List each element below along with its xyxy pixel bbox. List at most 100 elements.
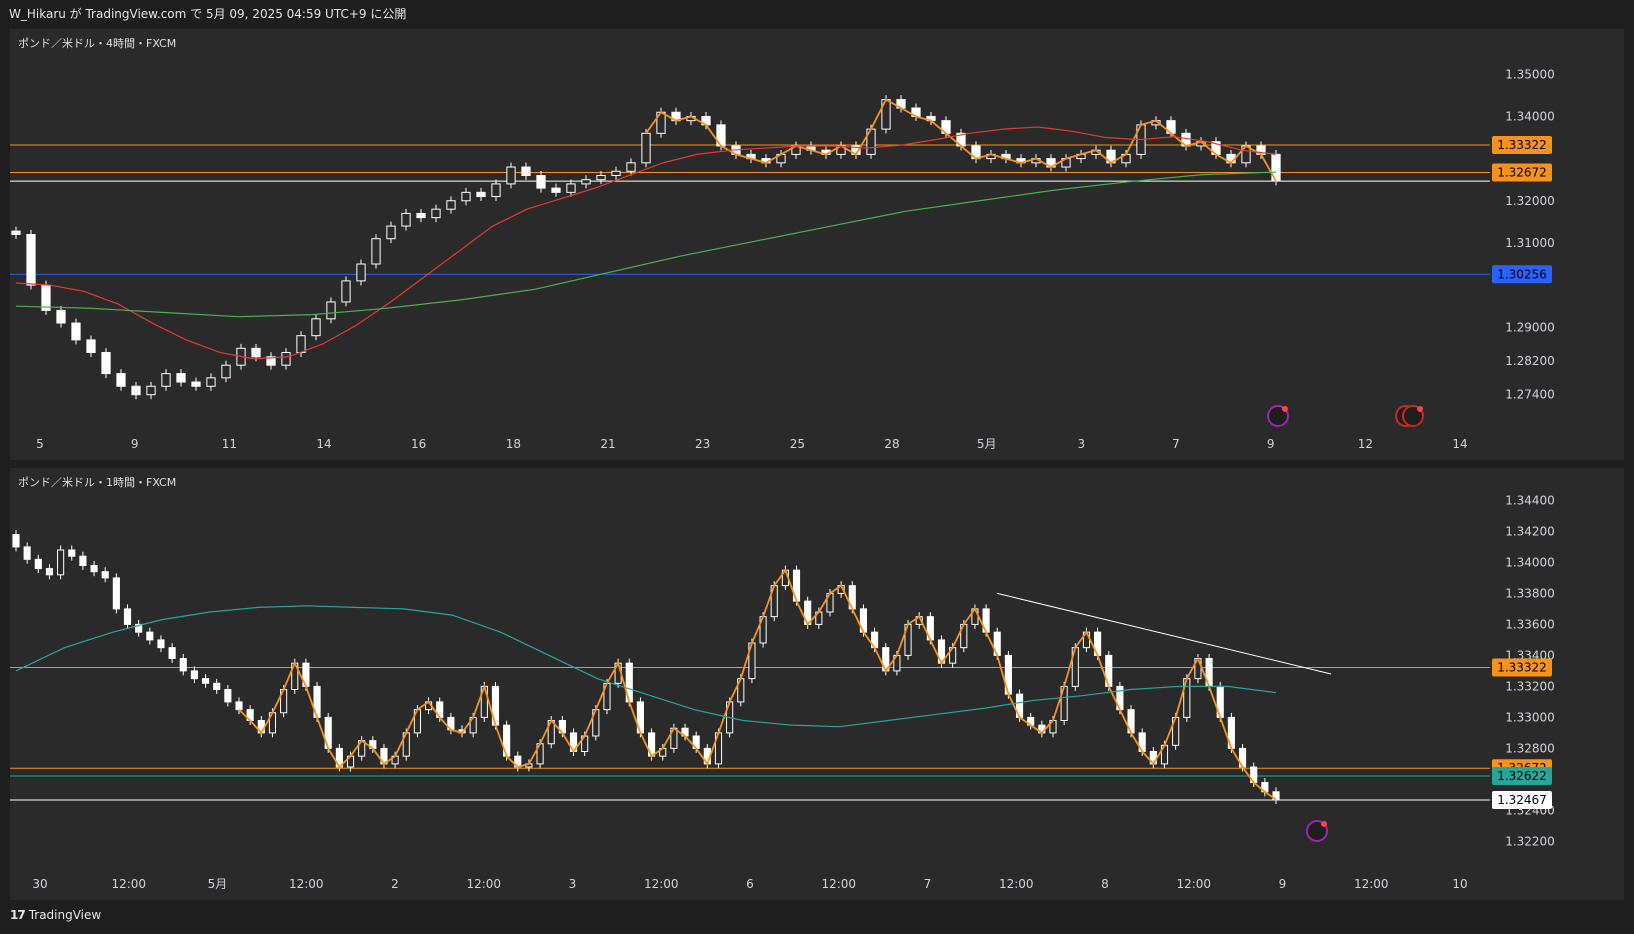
chart-pane-1h[interactable]: 1.34400 1.34200 1.34000 1.33800 1.33600 1.334… xyxy=(10,468,1624,900)
candle-body xyxy=(206,377,216,387)
level-price-tag xyxy=(1492,791,1552,810)
candle-body xyxy=(86,339,96,354)
x-tick-label: 5 xyxy=(36,437,44,451)
y-tick-label: 1.32200 xyxy=(1505,834,1555,848)
y-tick-label: 1.27400 xyxy=(1505,388,1555,402)
x-tick-label: 14 xyxy=(316,437,331,451)
candle-body xyxy=(71,322,81,341)
y-tick-label: 1.33800 xyxy=(1505,586,1555,600)
candle-body xyxy=(536,174,546,189)
x-tick-label: 12:00 xyxy=(466,877,501,891)
x-tick-label: 9 xyxy=(131,437,139,451)
candle-body xyxy=(356,263,366,282)
candle-body xyxy=(416,212,426,219)
candle-body xyxy=(101,571,109,579)
candle-body xyxy=(581,179,591,185)
tradingview-logo-icon: 17 xyxy=(10,908,26,922)
y-tick-label: 1.34200 xyxy=(1505,524,1555,538)
x-tick-label: 9 xyxy=(1279,877,1287,891)
level-price-label: 1.32622 xyxy=(1497,769,1547,783)
candle-body xyxy=(521,166,531,176)
level-price-label: 1.33322 xyxy=(1497,138,1547,152)
y-tick-label: 1.35000 xyxy=(1505,67,1555,81)
level-price-tag xyxy=(1492,265,1552,284)
candle-body xyxy=(57,549,65,576)
footer-brand[interactable]: 17 TradingView xyxy=(10,908,101,928)
candle-body xyxy=(626,162,636,172)
candle-body xyxy=(221,364,231,379)
candle-body xyxy=(266,356,276,366)
x-tick-label: 28 xyxy=(884,437,899,451)
x-tick-label: 5月 xyxy=(977,437,997,451)
candle-body xyxy=(90,565,98,573)
y-tick-label: 1.33600 xyxy=(1505,617,1555,631)
candle-body xyxy=(191,381,201,387)
y-tick-label: 1.33000 xyxy=(1505,710,1555,724)
candle-body xyxy=(491,183,501,198)
x-tick-label: 30 xyxy=(32,877,47,891)
candle-body xyxy=(371,238,381,265)
marker-dot xyxy=(1321,821,1327,827)
candle-body xyxy=(161,373,171,387)
chart-pane-4h[interactable]: 1.35000 1.34000 1.32000 1.31000 1.29000 1.282… xyxy=(10,29,1624,460)
candle-body xyxy=(386,225,396,240)
candle-body xyxy=(611,170,621,176)
level-price-tag xyxy=(1492,658,1552,677)
candle-body xyxy=(11,230,21,236)
candle-body xyxy=(213,682,221,691)
chart-1h-svg[interactable]: 1.344001.342001.340001.338001.336001.334… xyxy=(10,468,1624,900)
x-tick-label: 12:00 xyxy=(999,877,1034,891)
candle-body xyxy=(131,385,141,396)
candle-body xyxy=(168,647,176,659)
candle-body xyxy=(476,191,486,198)
candle-body xyxy=(157,639,165,649)
y-tick-label: 1.31000 xyxy=(1505,236,1555,250)
x-tick-label: 11 xyxy=(222,437,237,451)
trend-line xyxy=(997,592,1332,675)
candle-body xyxy=(146,385,156,396)
candle-body xyxy=(112,577,120,610)
level-price-tag xyxy=(1492,136,1552,155)
x-tick-label: 9 xyxy=(1267,437,1275,451)
level-price-label: 1.32672 xyxy=(1497,165,1547,179)
level-price-label: 1.33322 xyxy=(1497,660,1547,674)
x-tick-label: 16 xyxy=(411,437,426,451)
candle-body xyxy=(224,689,232,703)
chart-title-1h: ポンド／米ドル・1時間・FXCM xyxy=(18,476,177,489)
candle-body xyxy=(101,352,111,375)
y-tick-label: 1.34400 xyxy=(1505,493,1555,507)
candle-body xyxy=(641,132,651,164)
x-tick-label: 14 xyxy=(1452,437,1467,451)
x-tick-label: 10 xyxy=(1452,877,1467,891)
candle-body xyxy=(506,166,516,185)
y-tick-label: 1.34000 xyxy=(1505,109,1555,123)
x-tick-label: 12:00 xyxy=(644,877,679,891)
level-price-tag xyxy=(1492,766,1552,785)
x-tick-label: 2 xyxy=(391,877,399,891)
moving-average-line xyxy=(15,605,1277,728)
x-tick-label: 12:00 xyxy=(821,877,856,891)
x-tick-label: 3 xyxy=(569,877,577,891)
candle-body xyxy=(326,301,336,320)
y-tick-label: 1.34000 xyxy=(1505,555,1555,569)
candle-body xyxy=(431,208,441,219)
candle-body xyxy=(251,347,261,358)
candle-body xyxy=(235,701,243,711)
candle-body xyxy=(446,200,456,210)
candle-body xyxy=(45,568,54,576)
candle-body xyxy=(79,555,87,566)
moving-average-line xyxy=(15,171,1277,318)
candle-body xyxy=(190,670,198,680)
candle-body xyxy=(201,678,210,684)
y-tick-label: 1.29000 xyxy=(1505,320,1555,334)
candle-body xyxy=(341,280,351,303)
x-tick-label: 7 xyxy=(1172,437,1180,451)
x-tick-label: 23 xyxy=(695,437,710,451)
publish-text: W_Hikaru が TradingView.com で 5月 09, 2025… xyxy=(9,7,407,21)
candle-body xyxy=(551,187,561,193)
chart-4h-svg[interactable]: 1.35000 1.34000 1.32000 1.31000 1.29000 1.282… xyxy=(10,29,1624,460)
price-swing-line xyxy=(645,98,1277,182)
candle-body xyxy=(116,373,126,387)
x-tick-label: 12:00 xyxy=(111,877,146,891)
level-price-label: 1.30256 xyxy=(1497,267,1547,281)
